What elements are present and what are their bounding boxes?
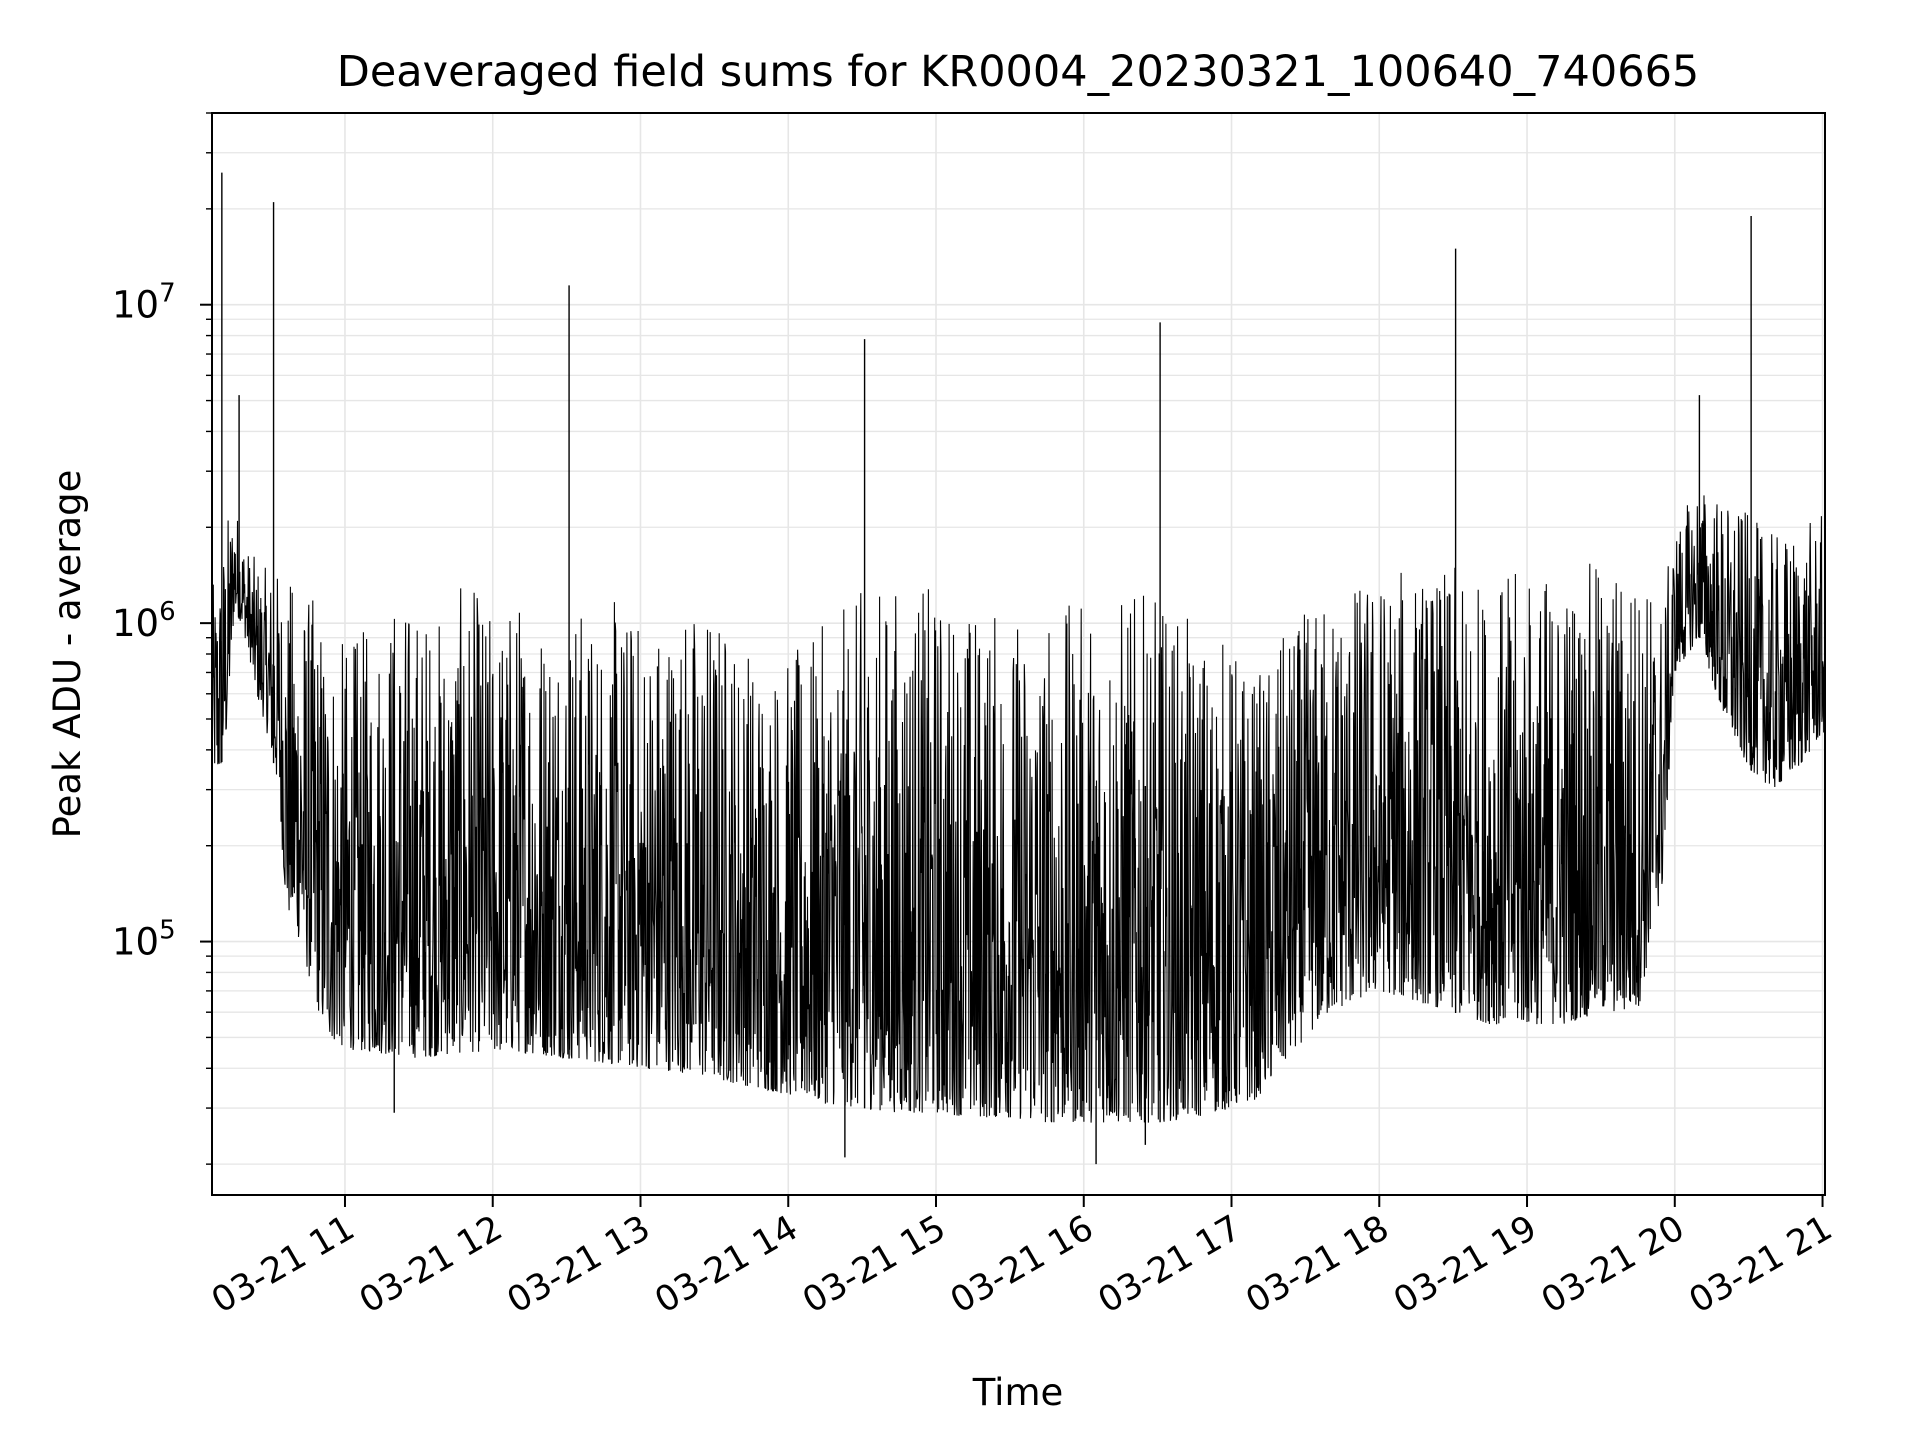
y-tick-label: 105 [112, 916, 176, 964]
x-axis-label: Time [972, 1371, 1064, 1414]
y-tick-label: 106 [112, 597, 176, 645]
series-line [212, 495, 1825, 1123]
data-series [212, 172, 1825, 1165]
y-axis-label: Peak ADU - average [46, 470, 89, 839]
chart-title: Deaveraged field sums for KR0004_2023032… [337, 47, 1700, 97]
y-tick-label: 107 [112, 279, 176, 327]
series-spikes [221, 172, 1752, 1165]
y-axis: 105 106 107 [112, 112, 212, 1165]
